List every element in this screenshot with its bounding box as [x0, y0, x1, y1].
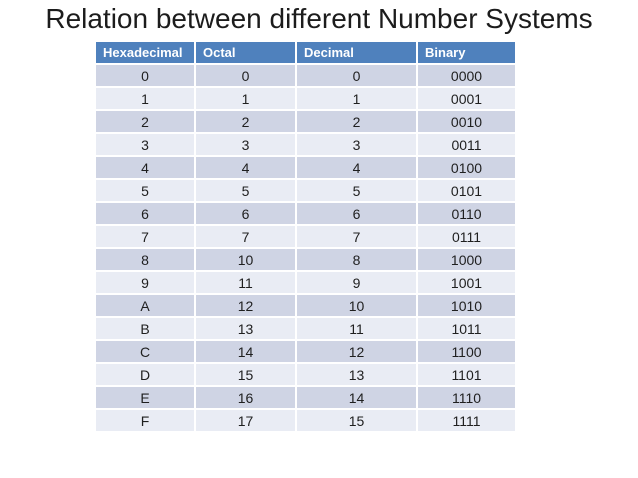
table-cell: 10 — [295, 293, 418, 318]
table-cell: D — [94, 362, 196, 387]
table-cell: C — [94, 339, 196, 364]
table-row: 7 7 7 0111 — [94, 224, 517, 249]
table-cell: 0101 — [416, 178, 517, 203]
table-row: 2 2 2 0010 — [94, 109, 517, 134]
table-cell: 1000 — [416, 247, 517, 272]
table-body: 0 0 0 0000 1 1 1 0001 2 2 2 0010 3 3 3 0011 4 4 4 0100 5 5 5 01… — [94, 63, 517, 433]
table-cell: 0 — [295, 63, 418, 88]
table-cell: 2 — [94, 109, 196, 134]
table-row: 8 10 8 1000 — [94, 247, 517, 272]
column-header-decimal: Decimal — [295, 40, 418, 65]
table-cell: 9 — [94, 270, 196, 295]
table-row: 6 6 6 0110 — [94, 201, 517, 226]
table-cell: 7 — [295, 224, 418, 249]
table-row: 1 1 1 0001 — [94, 86, 517, 111]
table-cell: 4 — [194, 155, 297, 180]
table-cell: 0000 — [416, 63, 517, 88]
table-row: D 15 13 1101 — [94, 362, 517, 387]
table-cell: 9 — [295, 270, 418, 295]
table-cell: 0011 — [416, 132, 517, 157]
table-cell: B — [94, 316, 196, 341]
table-cell: 8 — [94, 247, 196, 272]
table-cell: 1110 — [416, 385, 517, 410]
table-cell: 6 — [194, 201, 297, 226]
table-row: A 12 10 1010 — [94, 293, 517, 318]
table-row: C 14 12 1100 — [94, 339, 517, 364]
table-cell: F — [94, 408, 196, 433]
table-row: E 16 14 1110 — [94, 385, 517, 410]
table-cell: 13 — [295, 362, 418, 387]
table-cell: 5 — [94, 178, 196, 203]
table-cell: 4 — [94, 155, 196, 180]
table-cell: 12 — [295, 339, 418, 364]
table-cell: 14 — [194, 339, 297, 364]
table-cell: 1001 — [416, 270, 517, 295]
table-cell: 1 — [194, 86, 297, 111]
table-cell: 1111 — [416, 408, 517, 433]
table-cell: 15 — [194, 362, 297, 387]
table-cell: 2 — [295, 109, 418, 134]
table-cell: 1 — [94, 86, 196, 111]
table-cell: 0 — [94, 63, 196, 88]
table-cell: 4 — [295, 155, 418, 180]
table-cell: 7 — [94, 224, 196, 249]
table-cell: 5 — [194, 178, 297, 203]
column-header-octal: Octal — [194, 40, 297, 65]
table-header-row: Hexadecimal Octal Decimal Binary — [94, 40, 517, 65]
table-cell: 0 — [194, 63, 297, 88]
table-cell: 0100 — [416, 155, 517, 180]
table-row: 4 4 4 0100 — [94, 155, 517, 180]
table-cell: 3 — [94, 132, 196, 157]
table-cell: 6 — [94, 201, 196, 226]
table-row: 3 3 3 0011 — [94, 132, 517, 157]
table-cell: 1010 — [416, 293, 517, 318]
table-cell: 11 — [295, 316, 418, 341]
table-cell: 11 — [194, 270, 297, 295]
table-row: F 17 15 1111 — [94, 408, 517, 433]
table-cell: 0111 — [416, 224, 517, 249]
table-cell: 10 — [194, 247, 297, 272]
table-cell: 13 — [194, 316, 297, 341]
table-row: B 13 11 1011 — [94, 316, 517, 341]
column-header-binary: Binary — [416, 40, 517, 65]
table-cell: 3 — [295, 132, 418, 157]
table-cell: 2 — [194, 109, 297, 134]
table-cell: 17 — [194, 408, 297, 433]
table-cell: 6 — [295, 201, 418, 226]
table-cell: 0110 — [416, 201, 517, 226]
table-cell: 1 — [295, 86, 418, 111]
table-cell: A — [94, 293, 196, 318]
column-header-hexadecimal: Hexadecimal — [94, 40, 196, 65]
table-row: 5 5 5 0101 — [94, 178, 517, 203]
table-row: 0 0 0 0000 — [94, 63, 517, 88]
table-cell: 12 — [194, 293, 297, 318]
table-cell: 1100 — [416, 339, 517, 364]
table-cell: 1011 — [416, 316, 517, 341]
table-cell: 3 — [194, 132, 297, 157]
table-cell: 14 — [295, 385, 418, 410]
table-cell: 1101 — [416, 362, 517, 387]
table-row: 9 11 9 1001 — [94, 270, 517, 295]
table-cell: 8 — [295, 247, 418, 272]
table-cell: 0001 — [416, 86, 517, 111]
table-cell: 0010 — [416, 109, 517, 134]
table-cell: 7 — [194, 224, 297, 249]
number-systems-table: Hexadecimal Octal Decimal Binary 0 0 0 0000… — [94, 40, 517, 433]
table-cell: 5 — [295, 178, 418, 203]
table-cell: E — [94, 385, 196, 410]
table-cell: 16 — [194, 385, 297, 410]
table-cell: 15 — [295, 408, 418, 433]
page-title: Relation between different Number System… — [45, 3, 593, 34]
